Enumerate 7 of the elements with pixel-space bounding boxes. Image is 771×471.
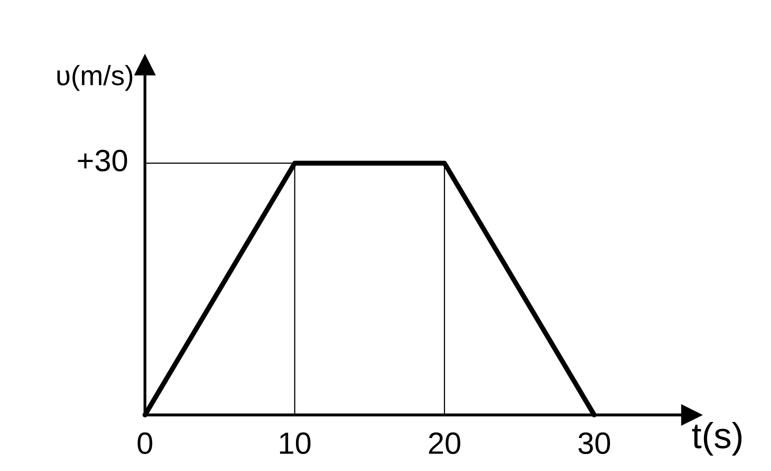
- x-tick-label: 0: [138, 432, 152, 454]
- text: +30: [78, 150, 128, 172]
- x-tick-label: 20: [429, 432, 460, 454]
- x-axis-title: t(s): [692, 422, 742, 456]
- y-axis-title: υ(m/s): [57, 65, 132, 91]
- x-tick-label: 10: [280, 432, 311, 454]
- x-tick-label: 30: [578, 432, 610, 454]
